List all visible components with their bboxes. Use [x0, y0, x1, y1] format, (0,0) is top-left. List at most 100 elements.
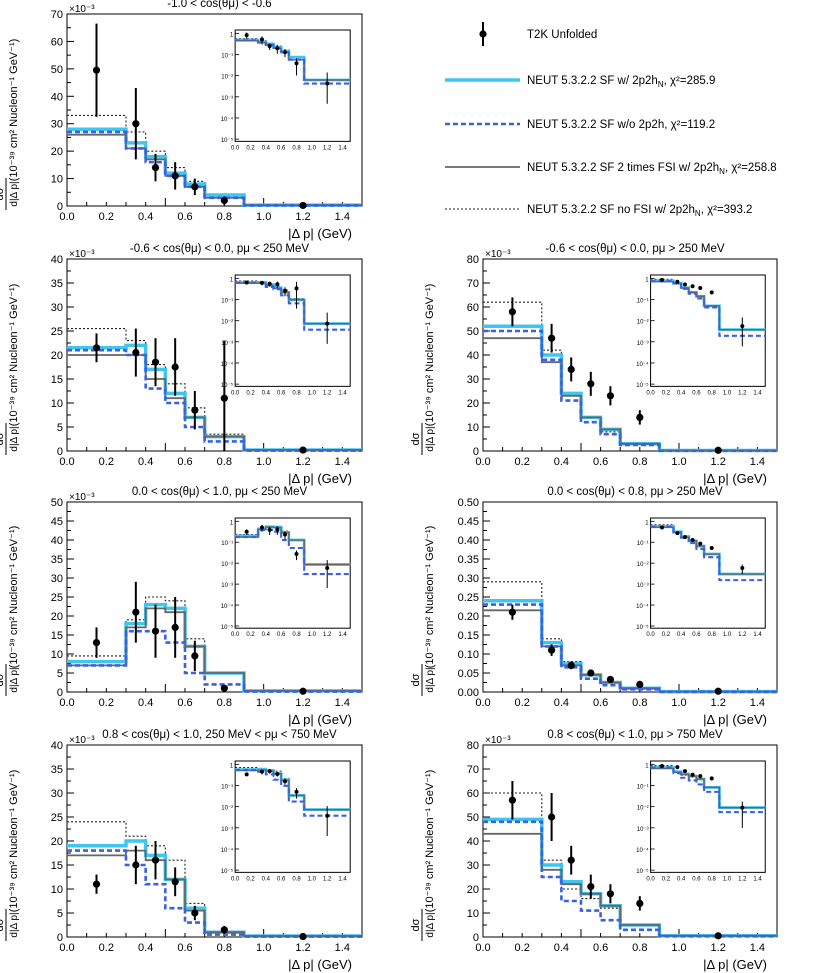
legend-entry-data: T2K Unfolded [479, 22, 597, 46]
inset-x-tick-label: 1.4 [338, 632, 347, 638]
data-point [299, 932, 307, 941]
inset-y-tick-label: 1 [230, 277, 234, 283]
x-tick-label: 0.2 [99, 697, 114, 709]
inset-x-tick-label: 0.8 [292, 145, 301, 151]
y-fraction-den: d|Δ p| [9, 426, 20, 451]
y-tick-label: 0.15 [458, 630, 479, 642]
inset-x-tick-label: 1.2 [323, 390, 332, 396]
data-point [171, 878, 179, 886]
y-tick-label: 40 [467, 836, 479, 848]
y-tick-label: 15 [51, 630, 63, 642]
inset-y-tick-label: 10⁻⁴ [221, 847, 234, 854]
y-tick-label: 25 [51, 812, 63, 824]
inset-y-tick-label: 1 [230, 520, 234, 526]
y-axis-label: (10⁻³⁹ cm² Nucleon⁻¹ GeV⁻¹) [424, 284, 436, 427]
y-fraction-num: dσ [410, 432, 422, 445]
chart-title: 0.0 < cos(θμ) < 0.8, pμ > 250 MeV [547, 486, 723, 498]
inset-x-tick-label: 1.0 [723, 876, 732, 882]
x-tick-label: 0.8 [217, 211, 232, 223]
histogram-sfno2p2h [67, 348, 362, 452]
data-point [171, 623, 179, 632]
inset-data-point [660, 277, 665, 282]
inset-data-point [294, 286, 299, 291]
y-tick-label: 25 [51, 326, 63, 338]
inset-x-tick-label: 0.6 [277, 390, 286, 396]
y-tick-label: 40 [51, 254, 63, 266]
y-tick-label: 20 [51, 350, 63, 362]
x-tick-label: 0.4 [138, 697, 153, 709]
y-tick-label: 15 [51, 860, 63, 872]
inset-x-tick-label: 0.6 [277, 876, 286, 882]
x-tick-label: 0.0 [59, 211, 74, 223]
y-tick-label: 5 [57, 908, 63, 920]
x-tick-label: 1.4 [335, 697, 350, 709]
y-fraction-num: dσ [410, 673, 422, 686]
y-axis-label-group: (10⁻³⁹ cm² Nucleon⁻¹ GeV⁻¹) [424, 770, 436, 913]
inset-x-tick-label: 1.2 [323, 876, 332, 882]
x-tick-label: 0.8 [217, 456, 232, 468]
y-fraction-den: d|Δ p| [9, 667, 20, 692]
inset-x-tick-label: 0.6 [692, 390, 701, 396]
y-tick-label: 5 [57, 668, 63, 680]
inset-data-point [267, 281, 272, 286]
legend-data-marker [479, 30, 487, 38]
inset-y-tick-label: 10⁻³ [637, 827, 649, 833]
inset-data-point [275, 527, 280, 532]
x-tick-label: 0.0 [59, 456, 74, 468]
y-tick-label: 50 [467, 326, 479, 338]
inset-data-point [244, 33, 249, 38]
y-tick-label: 0.50 [458, 497, 479, 509]
y-exponent: ×10⁻³ [69, 249, 95, 260]
inset-data-point [267, 44, 272, 49]
inset-data-point [294, 61, 299, 66]
data-point [636, 899, 644, 908]
x-tick-label: 1.0 [671, 697, 686, 709]
inset-y-tick-label: 10⁻⁵ [221, 137, 234, 144]
y-tick-label: 0 [57, 932, 63, 944]
y-fraction-num: dσ [0, 918, 6, 931]
y-exponent: ×10⁻³ [69, 4, 95, 15]
inset-x-tick-label: 1.4 [338, 145, 347, 151]
histogram-sfno2p2h [483, 820, 777, 938]
x-tick-label: 1.4 [335, 942, 350, 954]
inset-data-point [690, 772, 695, 777]
inset-y-tick-label: 10⁻⁴ [221, 361, 234, 368]
inset-y-tick-label: 1 [645, 520, 649, 526]
inset-x-tick-label: 0.8 [292, 876, 301, 882]
x-tick-label: 0.2 [515, 456, 530, 468]
y-tick-label: 35 [51, 554, 63, 566]
inset-x-tick-label: 0.2 [662, 876, 671, 882]
x-tick-label: 0.2 [99, 456, 114, 468]
inset-x-tick-label: 0.6 [692, 876, 701, 882]
inset-frame [234, 29, 351, 142]
y-axis-label: (10⁻³⁹ cm² Nucleon⁻¹ GeV⁻¹) [8, 284, 20, 427]
inset-data-point [660, 525, 665, 530]
y-tick-label: 0.25 [458, 592, 479, 604]
data-point [548, 334, 556, 342]
y-exponent: ×10⁻³ [485, 249, 511, 260]
chart-title: -0.6 < cos(θμ) < 0.0, pμ > 250 MeV [545, 243, 724, 255]
data-point [151, 627, 160, 635]
y-tick-label: 30 [51, 119, 63, 131]
y-tick-label: 80 [467, 740, 479, 752]
inset-log-plot: 1 10⁻¹ 10⁻² 10⁻³ 10⁻⁴ 10⁻⁵0.0 0.2 0.4 0.6 0.8 1.0 1… [636, 517, 766, 638]
inset-y-tick-label: 10⁻⁵ [636, 382, 649, 389]
y-axis-label-group: (10⁻³⁹ cm² Nucleon⁻¹ GeV⁻¹) [424, 284, 436, 427]
inset-data-point [267, 527, 272, 532]
x-tick-label: 1.4 [750, 456, 765, 468]
inset-x-tick-label: 0.4 [262, 390, 271, 396]
y-tick-label: 0.40 [458, 535, 479, 547]
x-tick-label: 1.2 [711, 456, 726, 468]
y-tick-label: 20 [51, 836, 63, 848]
data-point [567, 661, 575, 670]
x-tick-label: 0.4 [554, 697, 569, 709]
inset-y-tick-label: 10⁻⁴ [636, 603, 649, 610]
y-axis-fraction: dσ d|Δ p| [410, 423, 436, 455]
inset-x-tick-label: 1.0 [308, 632, 317, 638]
inset-x-tick-label: 1.2 [323, 632, 332, 638]
inset-y-tick-label: 10⁻⁴ [221, 116, 234, 123]
x-tick-label: 0.6 [177, 942, 192, 954]
x-tick-label: 0.4 [554, 942, 569, 954]
y-axis-label-group: (10⁻³⁹ cm² Nucleon⁻¹ GeV⁻¹) [8, 284, 20, 427]
